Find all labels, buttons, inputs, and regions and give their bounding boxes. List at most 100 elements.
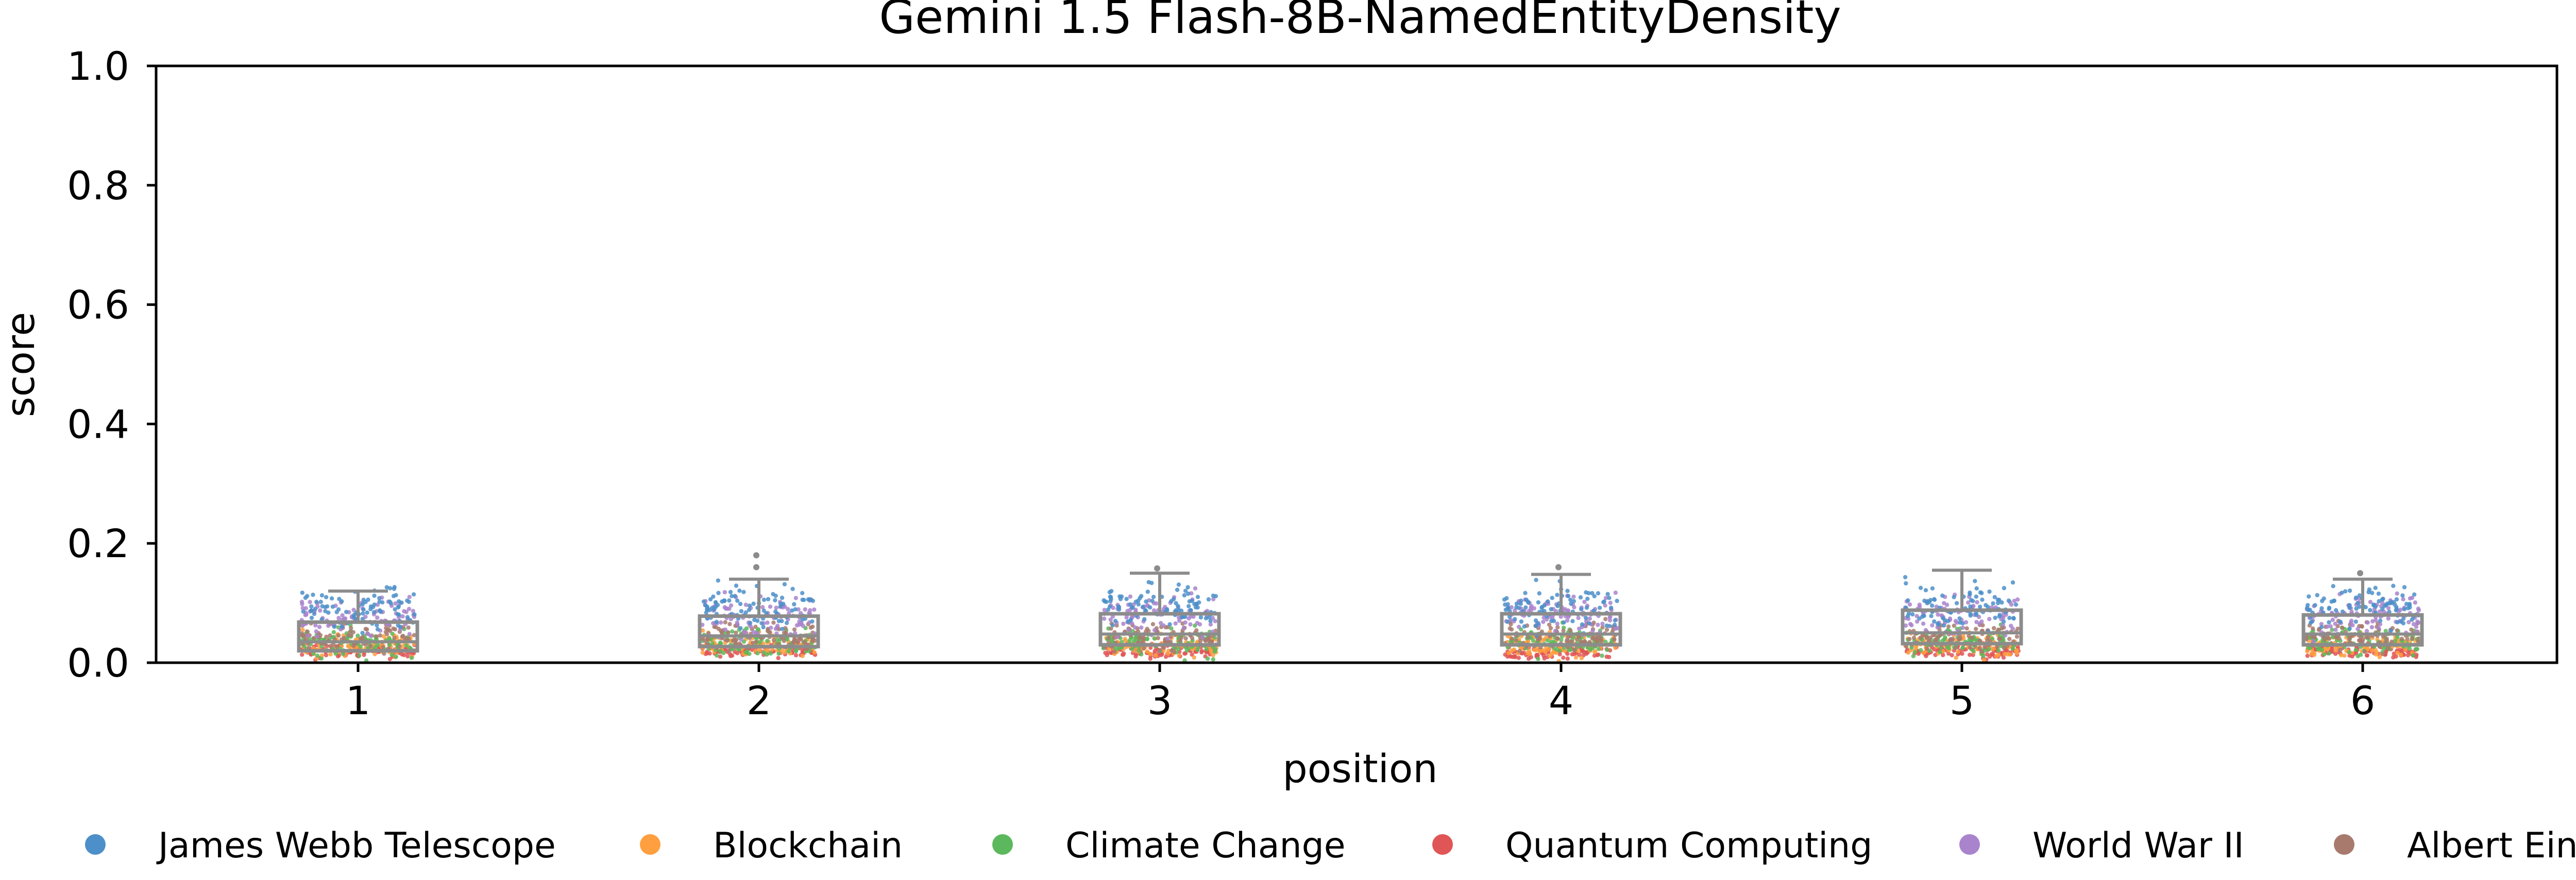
data-point <box>1174 608 1178 613</box>
y-tick-label: 0.6 <box>67 282 129 328</box>
data-point <box>1604 623 1609 628</box>
data-point <box>2389 600 2394 605</box>
data-point <box>765 652 769 657</box>
data-point <box>407 632 412 636</box>
data-point <box>1109 626 1113 631</box>
data-point <box>385 627 390 632</box>
data-point <box>1933 637 1938 643</box>
data-point <box>1953 618 1958 624</box>
data-point <box>2357 638 2362 643</box>
data-point <box>1158 648 1162 652</box>
data-point <box>1205 656 1210 661</box>
data-point <box>1993 615 1997 620</box>
data-point <box>1150 622 1156 627</box>
data-point <box>1966 600 1971 605</box>
data-point <box>323 609 328 614</box>
x-tick-label: 3 <box>1147 678 1172 723</box>
data-point <box>785 637 790 642</box>
data-point <box>1996 648 2001 653</box>
data-point <box>773 598 777 602</box>
data-point <box>315 653 320 658</box>
data-point <box>1953 646 1958 650</box>
data-point <box>411 609 416 613</box>
data-point <box>2377 655 2382 660</box>
data-point <box>1930 586 1935 591</box>
data-point <box>1924 599 1929 604</box>
data-point <box>793 649 799 653</box>
data-point <box>1923 628 1928 633</box>
data-point <box>2355 654 2360 659</box>
data-point <box>1596 623 1600 627</box>
data-point <box>2389 640 2394 644</box>
data-point <box>1587 621 1591 626</box>
data-point <box>1183 636 1188 641</box>
data-point <box>1964 626 1969 631</box>
data-point <box>2319 606 2324 611</box>
data-point <box>2310 626 2315 631</box>
data-point <box>1608 606 1614 610</box>
data-point <box>1148 645 1153 650</box>
data-point <box>2364 629 2369 633</box>
data-point <box>1942 618 1947 623</box>
data-point <box>741 630 746 634</box>
data-point <box>1517 649 1522 653</box>
data-point <box>1968 590 1972 595</box>
data-point <box>1510 636 1514 641</box>
data-point <box>1532 647 1537 652</box>
data-point <box>748 620 753 625</box>
data-point <box>363 600 368 605</box>
data-point <box>397 644 402 649</box>
data-point <box>368 644 373 648</box>
data-point <box>1130 621 1134 626</box>
data-point <box>735 651 740 655</box>
y-tick-label: 1.0 <box>67 43 129 89</box>
data-point <box>2010 626 2015 631</box>
box-iqr <box>698 614 820 649</box>
x-axis: 1 2 3 4 5 6 <box>346 663 2375 723</box>
data-point <box>1906 650 1911 655</box>
data-point <box>2408 596 2413 601</box>
data-point <box>2371 602 2376 607</box>
data-point <box>1584 590 1588 595</box>
data-point <box>375 627 380 632</box>
data-point <box>1961 633 1965 639</box>
data-point <box>1603 596 1608 600</box>
data-point <box>755 618 760 623</box>
data-point <box>2362 649 2367 654</box>
data-point <box>1954 601 1959 606</box>
data-point <box>1584 606 1589 610</box>
data-point <box>1615 598 1619 603</box>
data-point <box>1536 600 1541 605</box>
data-point <box>2327 606 2331 611</box>
data-point <box>1921 622 1926 626</box>
data-point <box>1542 603 1547 608</box>
data-point <box>1113 618 1118 624</box>
data-point <box>793 653 799 658</box>
data-point <box>1561 655 1566 660</box>
data-point <box>1563 649 1567 653</box>
data-point <box>1167 622 1172 627</box>
data-point <box>2014 651 2019 655</box>
data-point <box>787 611 791 616</box>
data-point <box>779 618 784 624</box>
data-point <box>2012 598 2016 603</box>
data-point <box>2357 593 2362 598</box>
data-point <box>711 594 716 599</box>
y-tick-label: 0.2 <box>67 521 129 566</box>
data-point <box>328 633 332 638</box>
data-point <box>2413 600 2417 605</box>
data-point <box>1207 635 1212 640</box>
data-point <box>1510 648 1514 653</box>
data-point <box>1204 616 1209 620</box>
data-point <box>1595 639 1600 644</box>
data-point <box>340 624 344 629</box>
data-point <box>2376 591 2381 596</box>
data-point <box>1572 648 1577 653</box>
box-outlier <box>1555 564 1562 571</box>
data-point <box>303 595 308 600</box>
data-point <box>1968 652 1972 657</box>
data-point <box>375 623 379 628</box>
data-point <box>1571 594 1576 599</box>
data-point <box>2410 617 2414 622</box>
data-point <box>2313 603 2317 608</box>
